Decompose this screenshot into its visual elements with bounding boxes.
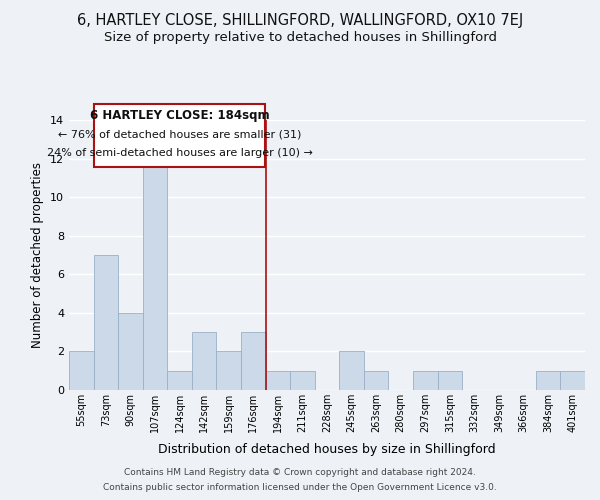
Text: Contains public sector information licensed under the Open Government Licence v3: Contains public sector information licen…	[103, 483, 497, 492]
Text: 6 HARTLEY CLOSE: 184sqm: 6 HARTLEY CLOSE: 184sqm	[90, 108, 269, 122]
Bar	[290, 370, 315, 390]
Bar	[143, 158, 167, 390]
Text: 6, HARTLEY CLOSE, SHILLINGFORD, WALLINGFORD, OX10 7EJ: 6, HARTLEY CLOSE, SHILLINGFORD, WALLINGF…	[77, 12, 523, 28]
Text: ← 76% of detached houses are smaller (31): ← 76% of detached houses are smaller (31…	[58, 129, 301, 139]
Bar	[413, 370, 437, 390]
Text: Contains HM Land Registry data © Crown copyright and database right 2024.: Contains HM Land Registry data © Crown c…	[124, 468, 476, 477]
Bar	[437, 370, 462, 390]
Text: 24% of semi-detached houses are larger (10) →: 24% of semi-detached houses are larger (…	[47, 148, 313, 158]
Bar	[94, 255, 118, 390]
Bar	[69, 352, 94, 390]
Bar	[167, 370, 192, 390]
Bar	[364, 370, 388, 390]
Y-axis label: Number of detached properties: Number of detached properties	[31, 162, 44, 348]
Bar	[241, 332, 266, 390]
Bar	[192, 332, 217, 390]
Bar	[217, 352, 241, 390]
Bar	[118, 313, 143, 390]
Bar	[339, 352, 364, 390]
Bar	[536, 370, 560, 390]
X-axis label: Distribution of detached houses by size in Shillingford: Distribution of detached houses by size …	[158, 444, 496, 456]
Bar	[266, 370, 290, 390]
Text: Size of property relative to detached houses in Shillingford: Size of property relative to detached ho…	[104, 31, 497, 44]
Bar	[560, 370, 585, 390]
